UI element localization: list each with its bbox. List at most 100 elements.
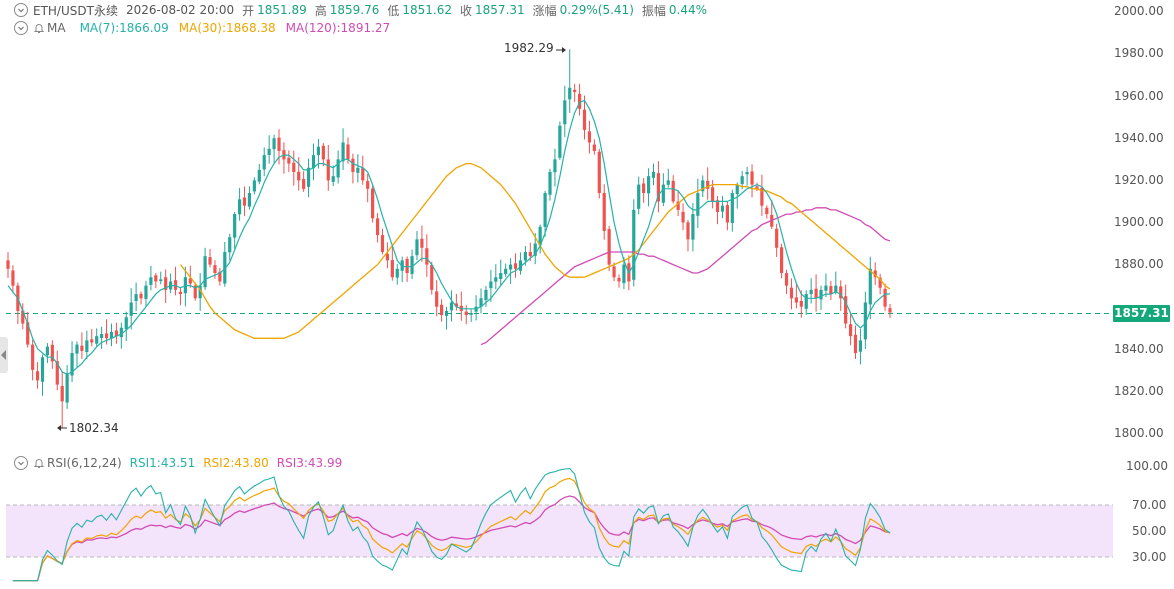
candle-body (40, 357, 45, 382)
candle-body (691, 214, 695, 240)
candle-body (287, 157, 291, 164)
candle-body (326, 159, 330, 181)
chevron-down-icon[interactable] (14, 3, 28, 17)
candle-body (400, 260, 404, 271)
open-value: 1851.89 (257, 3, 307, 17)
candle-body (114, 330, 119, 337)
ma-label: MA (47, 21, 66, 35)
rsi1-line (12, 468, 891, 582)
candle-body (829, 286, 833, 295)
candle-body (518, 260, 523, 271)
candle-body (508, 264, 513, 270)
candle-body (80, 345, 84, 351)
candle-body (35, 371, 40, 381)
candle-body (262, 155, 266, 170)
candle-body (513, 263, 518, 269)
candle-body (632, 209, 636, 280)
candle-body (489, 281, 493, 289)
chevron-down-icon[interactable] (14, 456, 28, 470)
candle-body (863, 302, 867, 340)
price-tick: 1940.00 (1114, 131, 1164, 145)
candle-body (203, 256, 207, 288)
candle-body (351, 158, 355, 172)
chevron-down-icon[interactable] (14, 21, 28, 35)
candle-body (765, 207, 769, 215)
candle-body (346, 144, 350, 160)
candle-body (834, 285, 838, 293)
candle-body (257, 169, 261, 182)
candle-body (735, 184, 739, 195)
price-tick: 1980.00 (1114, 46, 1164, 60)
candle-body (297, 171, 301, 181)
bell-icon[interactable] (33, 457, 45, 469)
candle-body (410, 256, 414, 274)
candle-body (637, 184, 641, 209)
rsi-label: RSI(6,12,24) (47, 456, 122, 470)
price-tick: 1840.00 (1114, 342, 1164, 356)
candle-body (479, 298, 483, 307)
candle-body (154, 275, 158, 282)
candle-body (469, 313, 473, 315)
candle-body (415, 239, 419, 256)
candle-body (523, 251, 527, 261)
candle-body (568, 87, 572, 100)
candle-body (302, 179, 306, 189)
rsi2-value: RSI2:43.80 (203, 456, 269, 470)
change-label: 涨幅 (532, 3, 557, 18)
ma7-line (7, 99, 891, 375)
candle-body (587, 131, 592, 143)
candle-body (247, 193, 252, 207)
price-tick: 1880.00 (1114, 257, 1164, 271)
candle-body (361, 168, 365, 181)
candle-body (804, 294, 808, 309)
candle-body (95, 336, 99, 344)
candle-body (696, 193, 700, 216)
candle-body (380, 235, 385, 252)
bell-icon[interactable] (33, 22, 45, 34)
candle-body (730, 193, 734, 224)
change-value: 0.29%(5.41) (559, 3, 634, 17)
ma30-line (179, 162, 891, 339)
candle-body (706, 180, 710, 189)
candle-body (85, 340, 89, 353)
candle-body (129, 302, 133, 316)
candle-body (178, 291, 183, 295)
candle-body (124, 317, 128, 330)
chevron-left-icon[interactable] (0, 337, 8, 373)
candle-body (794, 297, 798, 303)
candle-body (755, 186, 759, 189)
candle-body (366, 181, 370, 189)
candle-body (336, 159, 340, 178)
rsi-overbought-oversold-band (6, 505, 1113, 557)
candle-body (11, 270, 15, 286)
candle-body (504, 268, 508, 275)
candle-body (676, 201, 680, 210)
rsi-tick: 70.00 (1132, 498, 1167, 512)
candle-body (553, 159, 557, 173)
low-value: 1851.62 (402, 3, 453, 17)
candle-body (341, 142, 345, 162)
ma7-value: MA(7):1866.09 (79, 21, 169, 35)
candle-body (119, 327, 123, 338)
high-value: 1859.76 (329, 3, 380, 17)
candle-body (711, 187, 715, 202)
price-tick: 2000.00 (1114, 4, 1164, 18)
candle-body (681, 211, 685, 223)
candle-body (164, 277, 168, 290)
candle-body (656, 173, 661, 202)
candle-body (356, 167, 360, 173)
candle-body (612, 266, 616, 278)
candle-body (45, 346, 50, 356)
candle-body (543, 193, 547, 227)
candle-body (563, 100, 567, 125)
candle-body (316, 146, 321, 156)
candle-body (109, 331, 114, 339)
candle-body (617, 277, 621, 282)
candle-body (104, 333, 109, 339)
candle-body (321, 145, 325, 160)
rsi-legend: RSI(6,12,24) RSI1:43.51 RSI2:43.80 RSI3:… (14, 455, 350, 471)
candle-body (715, 200, 720, 212)
candle-body (90, 339, 94, 343)
candle-body (70, 353, 74, 376)
